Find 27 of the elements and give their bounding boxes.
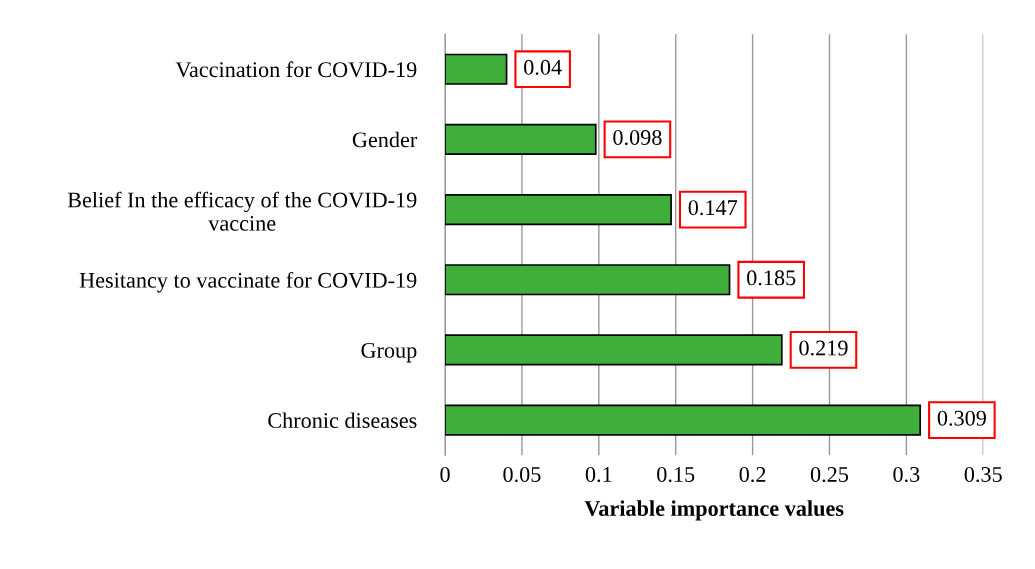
data-label: 0.309 [937,410,986,426]
y-tick-label: Belief In the efficacy of the COVID-19 vaccine [67,191,417,231]
bar [445,123,597,155]
bar [445,264,731,296]
x-tick-label: 0.2 [739,466,766,483]
y-tick-label: Chronic diseases [268,412,417,429]
y-tick-label: Group [361,342,417,363]
bar [445,53,508,85]
x-tick-label: 0 [440,466,450,482]
x-tick-label: 0.05 [503,466,541,483]
bar [445,404,922,436]
y-tick-label: Vaccination for COVID-19 [175,61,417,78]
x-tick-label: 0.25 [810,466,849,483]
data-label: 0.098 [613,129,662,146]
data-label: 0.147 [688,200,738,216]
x-tick-label: 0.1 [585,466,612,483]
x-tick-label: 0.15 [657,466,695,483]
y-tick-label: Hesitancy to vaccinate for COVID-19 [79,271,417,293]
bar [445,194,672,226]
x-tick-label: 0.3 [893,466,920,483]
y-tick-label: Gender [352,131,418,148]
x-axis-title: Variable importance values [584,500,844,521]
data-label: 0.219 [799,340,848,356]
data-label: 0.04 [524,59,562,75]
data-label: 0.185 [747,270,796,286]
bar [445,334,783,366]
x-tick-label: 0.35 [964,466,1002,483]
